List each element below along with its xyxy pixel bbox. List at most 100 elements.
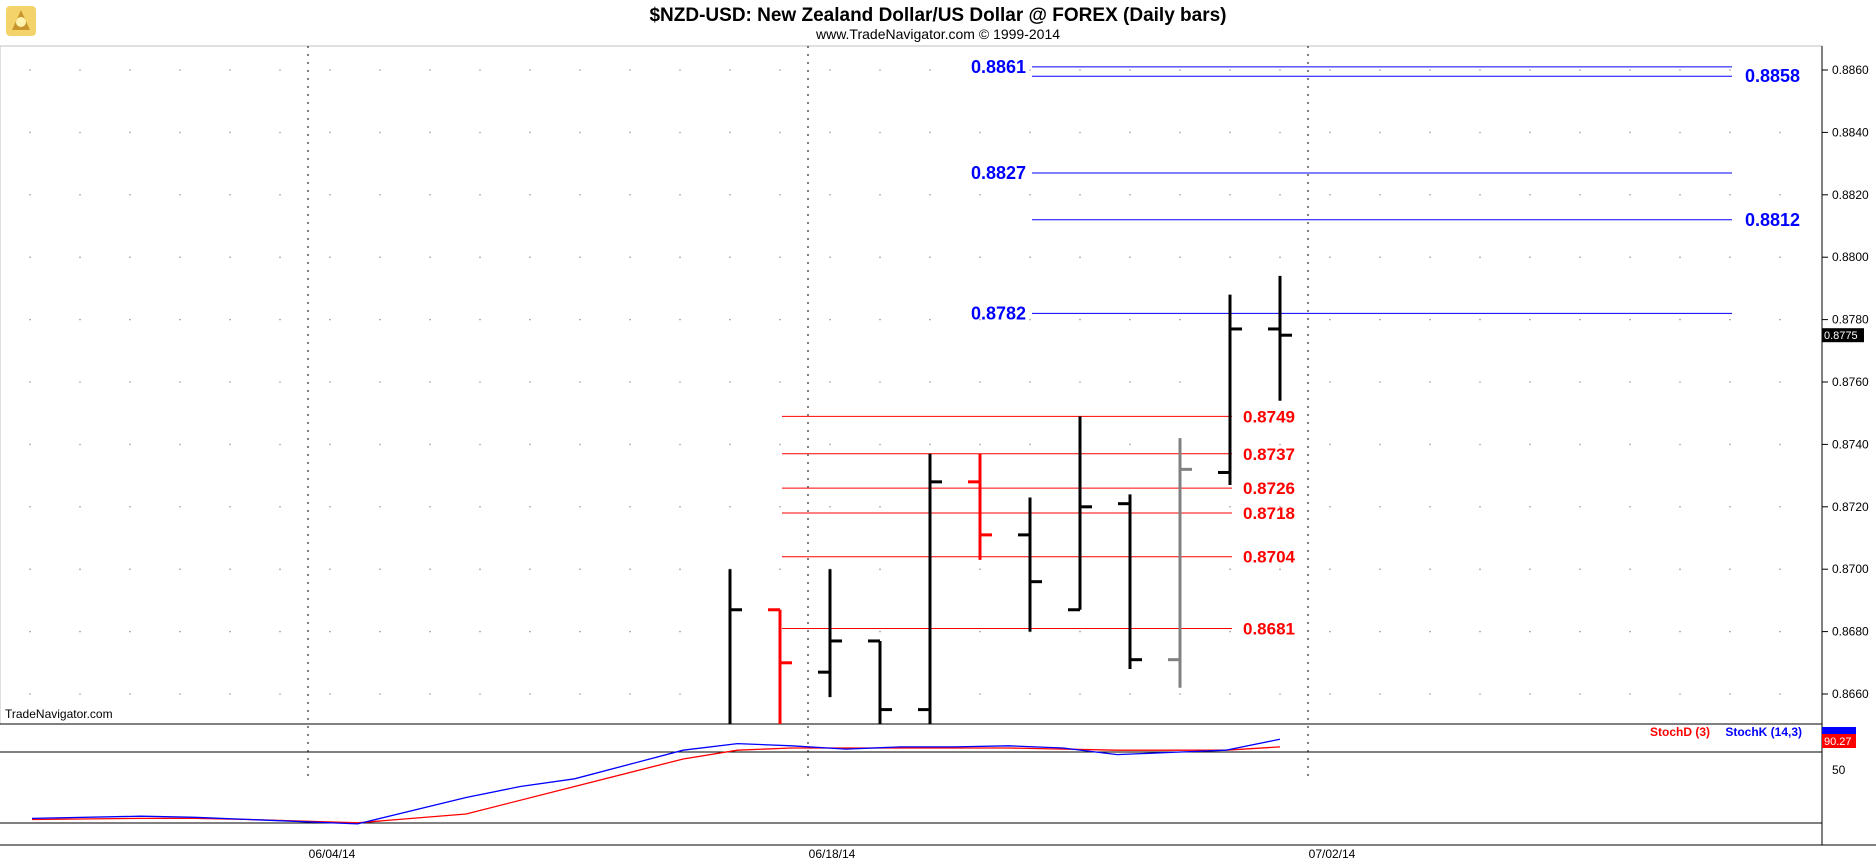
grid-dot — [1029, 69, 1031, 71]
grid-dot — [179, 318, 181, 321]
last-price-flag — [1822, 328, 1864, 343]
grid-dot — [129, 131, 131, 134]
grid-dot — [1579, 568, 1581, 570]
grid-dot — [429, 506, 431, 508]
grid-dot — [1129, 318, 1131, 321]
ohlc-bar — [728, 569, 742, 724]
grid-dot — [1779, 194, 1781, 196]
grid-dot — [29, 194, 31, 196]
chart-subtitle: www.TradeNavigator.com © 1999-2014 — [815, 26, 1060, 42]
grid-dot — [179, 131, 181, 134]
grid-dot — [1479, 568, 1481, 570]
ohlc-bar — [1168, 438, 1192, 688]
grid-dot — [479, 568, 481, 570]
grid-dot — [929, 194, 931, 196]
grid-dot — [529, 693, 531, 695]
grid-dot — [479, 131, 481, 134]
price-levels: 0.8861 0.8858 0.8827 0.8812 0.8782 0.8749 0.87… — [782, 57, 1800, 638]
stoch-k-legend: StochK (14,3) — [1725, 725, 1802, 739]
grid-dot — [1579, 506, 1581, 508]
grid-dot — [1229, 630, 1231, 633]
grid-dot — [629, 568, 631, 570]
grid-dot — [579, 69, 581, 71]
grid-dot — [479, 381, 481, 383]
grid-dot — [529, 506, 531, 508]
grid-dot — [1479, 318, 1481, 321]
grid-dot — [1229, 506, 1231, 508]
grid-dot — [379, 693, 381, 695]
grid-dot — [779, 318, 781, 321]
grid-dot — [229, 381, 231, 383]
grid-dot — [229, 256, 231, 259]
grid-dot — [1679, 568, 1681, 570]
grid-dot — [129, 568, 131, 570]
grid-dot — [1629, 194, 1631, 196]
ohlc-bar — [918, 453, 942, 724]
grid-dot — [29, 256, 31, 259]
grid-dot — [229, 194, 231, 196]
grid-dot — [379, 630, 381, 633]
grid-dot — [1329, 630, 1331, 633]
grid-dot — [1579, 693, 1581, 695]
grid-dot — [729, 131, 731, 134]
grid-dot — [629, 256, 631, 259]
grid-dot — [1529, 131, 1531, 134]
grid-dot — [979, 381, 981, 383]
grid-dot — [179, 194, 181, 196]
grid-dot — [729, 443, 731, 446]
grid-dot — [1329, 131, 1331, 134]
grid-dot — [1329, 568, 1331, 570]
grid-dot — [829, 69, 831, 71]
grid-dot — [1229, 568, 1231, 570]
grid-dot — [1629, 568, 1631, 570]
grid-dot — [329, 194, 331, 196]
retracement-label: 0.8749 — [1243, 407, 1295, 426]
grid-dot — [679, 630, 681, 633]
grid-dot — [679, 256, 681, 259]
grid-dot — [679, 69, 681, 71]
grid-dot — [629, 194, 631, 196]
grid-dot — [779, 568, 781, 570]
grid-dot — [1279, 693, 1281, 695]
grid-dot — [1679, 443, 1681, 446]
grid-dot — [1329, 693, 1331, 695]
grid-dot — [1629, 630, 1631, 633]
grid-dot — [1629, 318, 1631, 321]
grid-dot — [1429, 131, 1431, 134]
grid-dot — [1229, 693, 1231, 695]
grid-dot — [879, 506, 881, 508]
grid-dot — [629, 443, 631, 446]
grid-dot — [1429, 318, 1431, 321]
grid-dot — [129, 506, 131, 508]
grid-dot — [1279, 194, 1281, 196]
main-panel-border — [0, 45, 1823, 725]
grid-dot — [979, 131, 981, 134]
projection-label: 0.8861 — [971, 57, 1026, 77]
grid-dot — [729, 194, 731, 196]
grid-dot — [1629, 693, 1631, 695]
grid-dot — [79, 630, 81, 633]
grid-dot — [229, 318, 231, 321]
grid-dot — [829, 443, 831, 446]
ohlc-bar — [868, 639, 892, 724]
grid-dot — [79, 194, 81, 196]
grid-dot — [879, 131, 881, 134]
grid-dot — [1629, 506, 1631, 508]
grid-dot — [579, 568, 581, 570]
grid-dot — [1779, 506, 1781, 508]
grid-dot — [1379, 381, 1381, 383]
grid-dot — [29, 693, 31, 695]
grid-dot — [679, 194, 681, 196]
stoch-y-tick-label: 50 — [1832, 763, 1846, 777]
grid-dot — [129, 443, 131, 446]
grid-dot — [429, 318, 431, 321]
grid-dot — [1679, 318, 1681, 321]
grid-dot — [1579, 256, 1581, 259]
ohlc-bar — [968, 453, 992, 560]
grid-dot — [879, 443, 881, 446]
grid-dot — [1729, 568, 1731, 570]
grid-dot — [1579, 194, 1581, 196]
grid-dot — [1029, 381, 1031, 383]
grid-dot — [379, 194, 381, 196]
grid-dot — [1629, 381, 1631, 383]
